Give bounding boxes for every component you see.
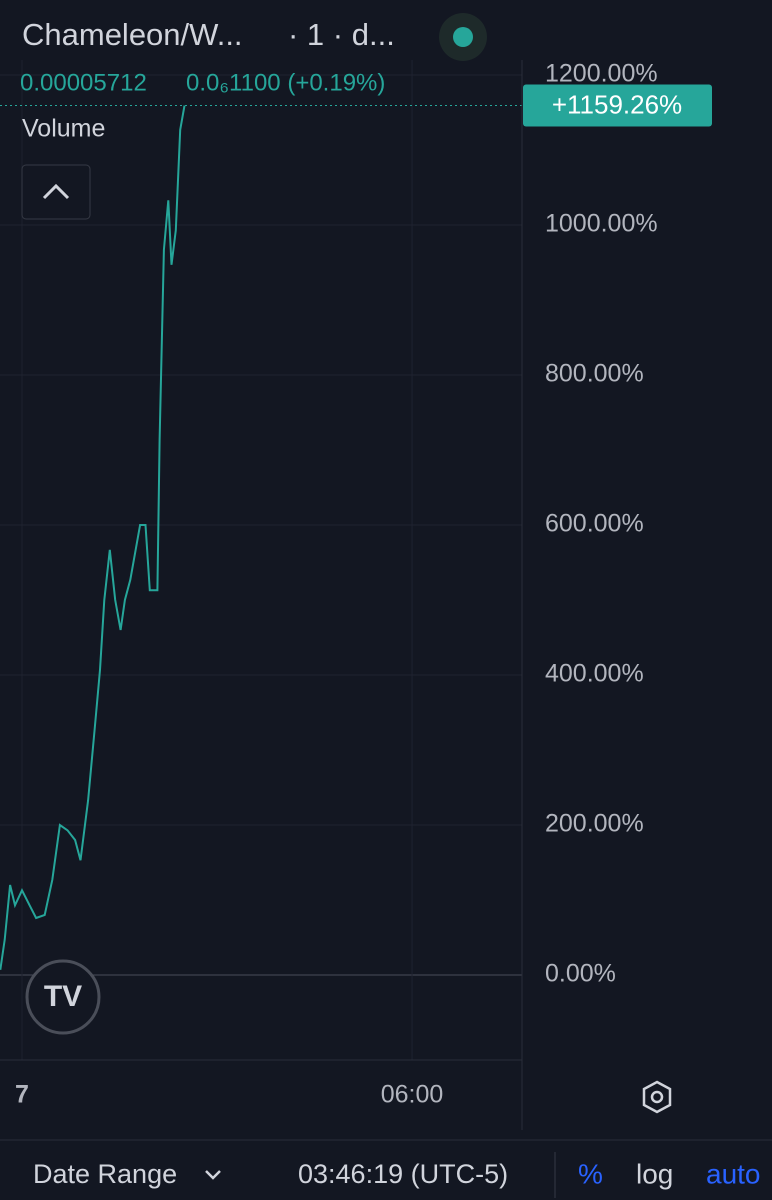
chevron bbox=[42, 183, 70, 200]
collapse-button[interactable] bbox=[21, 164, 91, 220]
study-label: Volume bbox=[22, 115, 105, 143]
y-tick-label: 200.00% bbox=[545, 810, 644, 838]
y-tick-label: 1000.00% bbox=[545, 210, 658, 238]
last-price-badge bbox=[523, 84, 712, 127]
auto-toggle[interactable]: auto bbox=[706, 1158, 761, 1189]
x-tick-label: 06:00 bbox=[381, 1081, 444, 1109]
interval[interactable]: · 1 · d... bbox=[288, 17, 395, 52]
logo-mark: TV bbox=[44, 980, 82, 1013]
status-dot bbox=[453, 27, 473, 47]
logo[interactable] bbox=[25, 959, 101, 1035]
settings-center bbox=[650, 1090, 664, 1104]
y-tick-label: 1200.00% bbox=[545, 60, 658, 88]
price: 0.00005712 bbox=[20, 69, 147, 96]
last-price-label: +1159.26% bbox=[552, 89, 682, 119]
change: 0.0₆1100 (+0.19%) bbox=[186, 69, 385, 96]
percent-toggle[interactable]: % bbox=[578, 1158, 603, 1189]
grid bbox=[0, 60, 522, 1060]
price-line bbox=[0, 105, 186, 970]
dropdown-caret bbox=[205, 1170, 221, 1180]
plot: +1159.26% bbox=[0, 84, 712, 970]
clock: 03:46:19 (UTC-5) bbox=[298, 1159, 508, 1189]
settings-icon[interactable] bbox=[642, 1080, 672, 1114]
y-tick-label: 0.00% bbox=[545, 960, 616, 988]
x-tick-label: 7 bbox=[15, 1081, 29, 1109]
y-tick-label: 400.00% bbox=[545, 660, 644, 688]
y-tick-label: 600.00% bbox=[545, 510, 644, 538]
log-toggle[interactable]: log bbox=[636, 1158, 673, 1189]
date-range[interactable]: Date Range bbox=[33, 1159, 177, 1189]
y-tick-label: 800.00% bbox=[545, 360, 644, 388]
symbol[interactable]: Chameleon/W... bbox=[22, 17, 243, 52]
